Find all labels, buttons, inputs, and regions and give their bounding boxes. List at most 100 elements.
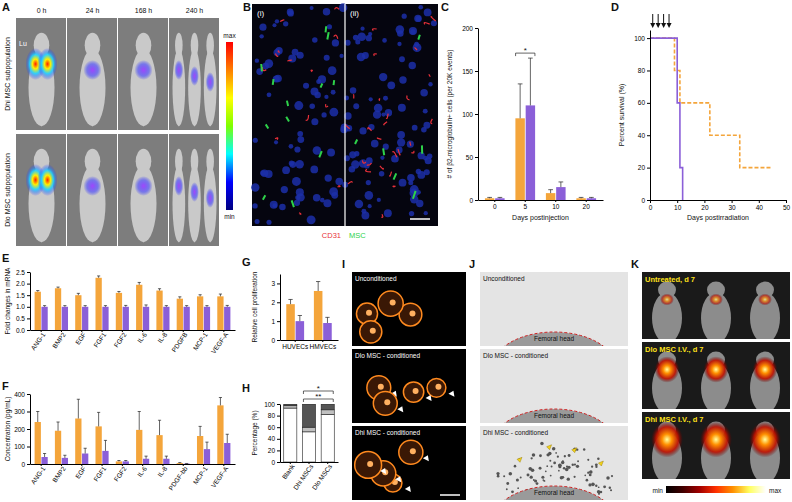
error-bar bbox=[199, 295, 202, 297]
mouse bbox=[701, 352, 731, 409]
error-cap bbox=[144, 304, 147, 305]
decoration bbox=[546, 465, 548, 467]
tick-label: ANG-1 bbox=[29, 465, 46, 486]
tick-mark bbox=[647, 168, 650, 169]
image bbox=[169, 18, 219, 130]
error-cap bbox=[579, 197, 584, 198]
tick-label: VEGF-A bbox=[210, 330, 230, 354]
colorbar-label: min bbox=[653, 487, 664, 494]
decoration bbox=[143, 240, 144, 242]
error-bar bbox=[185, 463, 188, 464]
error-cap bbox=[56, 422, 59, 423]
injection-arrow bbox=[667, 14, 672, 28]
decoration bbox=[577, 460, 579, 462]
bar bbox=[82, 307, 88, 330]
tick-label: 0 bbox=[469, 197, 473, 204]
photo bbox=[652, 352, 780, 409]
image-label: Unconditioned bbox=[355, 275, 397, 282]
error-bar bbox=[124, 305, 127, 306]
decoration bbox=[289, 144, 294, 149]
error-cap bbox=[43, 305, 46, 306]
bar bbox=[197, 436, 203, 464]
decoration bbox=[586, 479, 589, 482]
error-stem bbox=[550, 190, 551, 193]
decoration bbox=[413, 388, 419, 394]
decoration bbox=[381, 113, 385, 117]
tick-label: 40 bbox=[756, 204, 764, 211]
decoration bbox=[421, 127, 427, 133]
bar bbox=[136, 285, 142, 330]
tick: MCP-1 bbox=[192, 330, 210, 352]
decoration bbox=[85, 33, 101, 58]
decoration bbox=[175, 149, 183, 174]
axis-line bbox=[479, 200, 604, 201]
axis: 050100150200 bbox=[462, 25, 478, 204]
landmark-label: Femoral head bbox=[534, 489, 574, 496]
decoration bbox=[606, 476, 609, 479]
decoration bbox=[296, 193, 304, 201]
bar bbox=[302, 427, 315, 432]
axis-line bbox=[650, 31, 651, 201]
divider bbox=[344, 4, 345, 226]
mouse bbox=[188, 33, 201, 126]
tick: 0 bbox=[641, 197, 650, 204]
decoration bbox=[325, 174, 332, 181]
decoration bbox=[557, 456, 559, 458]
decoration bbox=[307, 215, 316, 224]
tick-mark bbox=[27, 272, 30, 273]
decoration bbox=[368, 32, 372, 36]
tick-mark bbox=[277, 427, 280, 428]
error-bar bbox=[589, 197, 594, 199]
image bbox=[16, 134, 66, 246]
decoration bbox=[178, 124, 179, 126]
image bbox=[67, 18, 117, 130]
error-cap bbox=[226, 434, 229, 435]
injection-arrows bbox=[650, 14, 671, 28]
organ-label: Lu bbox=[19, 40, 27, 47]
error-stem bbox=[78, 399, 79, 418]
tick-label: 5 bbox=[523, 203, 527, 210]
error-bar bbox=[138, 412, 141, 430]
panel-letter: I bbox=[342, 258, 345, 270]
tick-label: VEGF-A bbox=[210, 464, 230, 488]
error-cap bbox=[36, 411, 39, 412]
axis: ANG-1BMP2EGFFGF1FGF2IL-6IL-8PDGFBMCP-1VE… bbox=[29, 330, 235, 355]
error-bar bbox=[97, 276, 100, 278]
axis: BlankDhi MSCsDlo MSCs bbox=[281, 462, 339, 491]
tick: IL-8 bbox=[156, 330, 168, 344]
tick: 50 bbox=[466, 154, 478, 161]
decoration bbox=[380, 156, 384, 160]
decoration bbox=[188, 49, 201, 126]
decoration bbox=[595, 485, 597, 487]
bar bbox=[41, 457, 47, 464]
mouse bbox=[750, 352, 780, 409]
signal bbox=[134, 60, 152, 80]
decoration bbox=[327, 24, 332, 29]
decoration bbox=[598, 461, 603, 466]
error-cap bbox=[226, 305, 229, 306]
image-label: Dhi MSC I.V., d 7 bbox=[645, 415, 703, 424]
landmark-label: Femoral head bbox=[534, 335, 574, 342]
decoration bbox=[335, 178, 343, 186]
decoration bbox=[80, 49, 106, 126]
photo bbox=[652, 282, 780, 339]
tick-label: 1.0 bbox=[16, 303, 25, 310]
decoration bbox=[424, 211, 428, 215]
bar bbox=[184, 463, 190, 464]
significance: * bbox=[524, 46, 527, 55]
tick: FGF1 bbox=[92, 330, 107, 349]
colorbar-label: max bbox=[223, 32, 236, 39]
chart: 050100150200051020# of β2-microglobulin+… bbox=[446, 25, 604, 222]
tick-label: FGF1 bbox=[92, 331, 107, 349]
image bbox=[480, 426, 628, 500]
axis-line bbox=[281, 340, 339, 341]
decoration bbox=[41, 124, 42, 126]
tick-mark bbox=[27, 330, 30, 331]
decoration bbox=[290, 161, 297, 168]
tick-label: MCP-1 bbox=[192, 465, 210, 486]
decoration bbox=[595, 466, 597, 468]
tick-label: IL-8 bbox=[156, 331, 168, 345]
decoration bbox=[355, 39, 360, 44]
decoration bbox=[379, 171, 384, 176]
tick: 5 bbox=[523, 200, 527, 210]
